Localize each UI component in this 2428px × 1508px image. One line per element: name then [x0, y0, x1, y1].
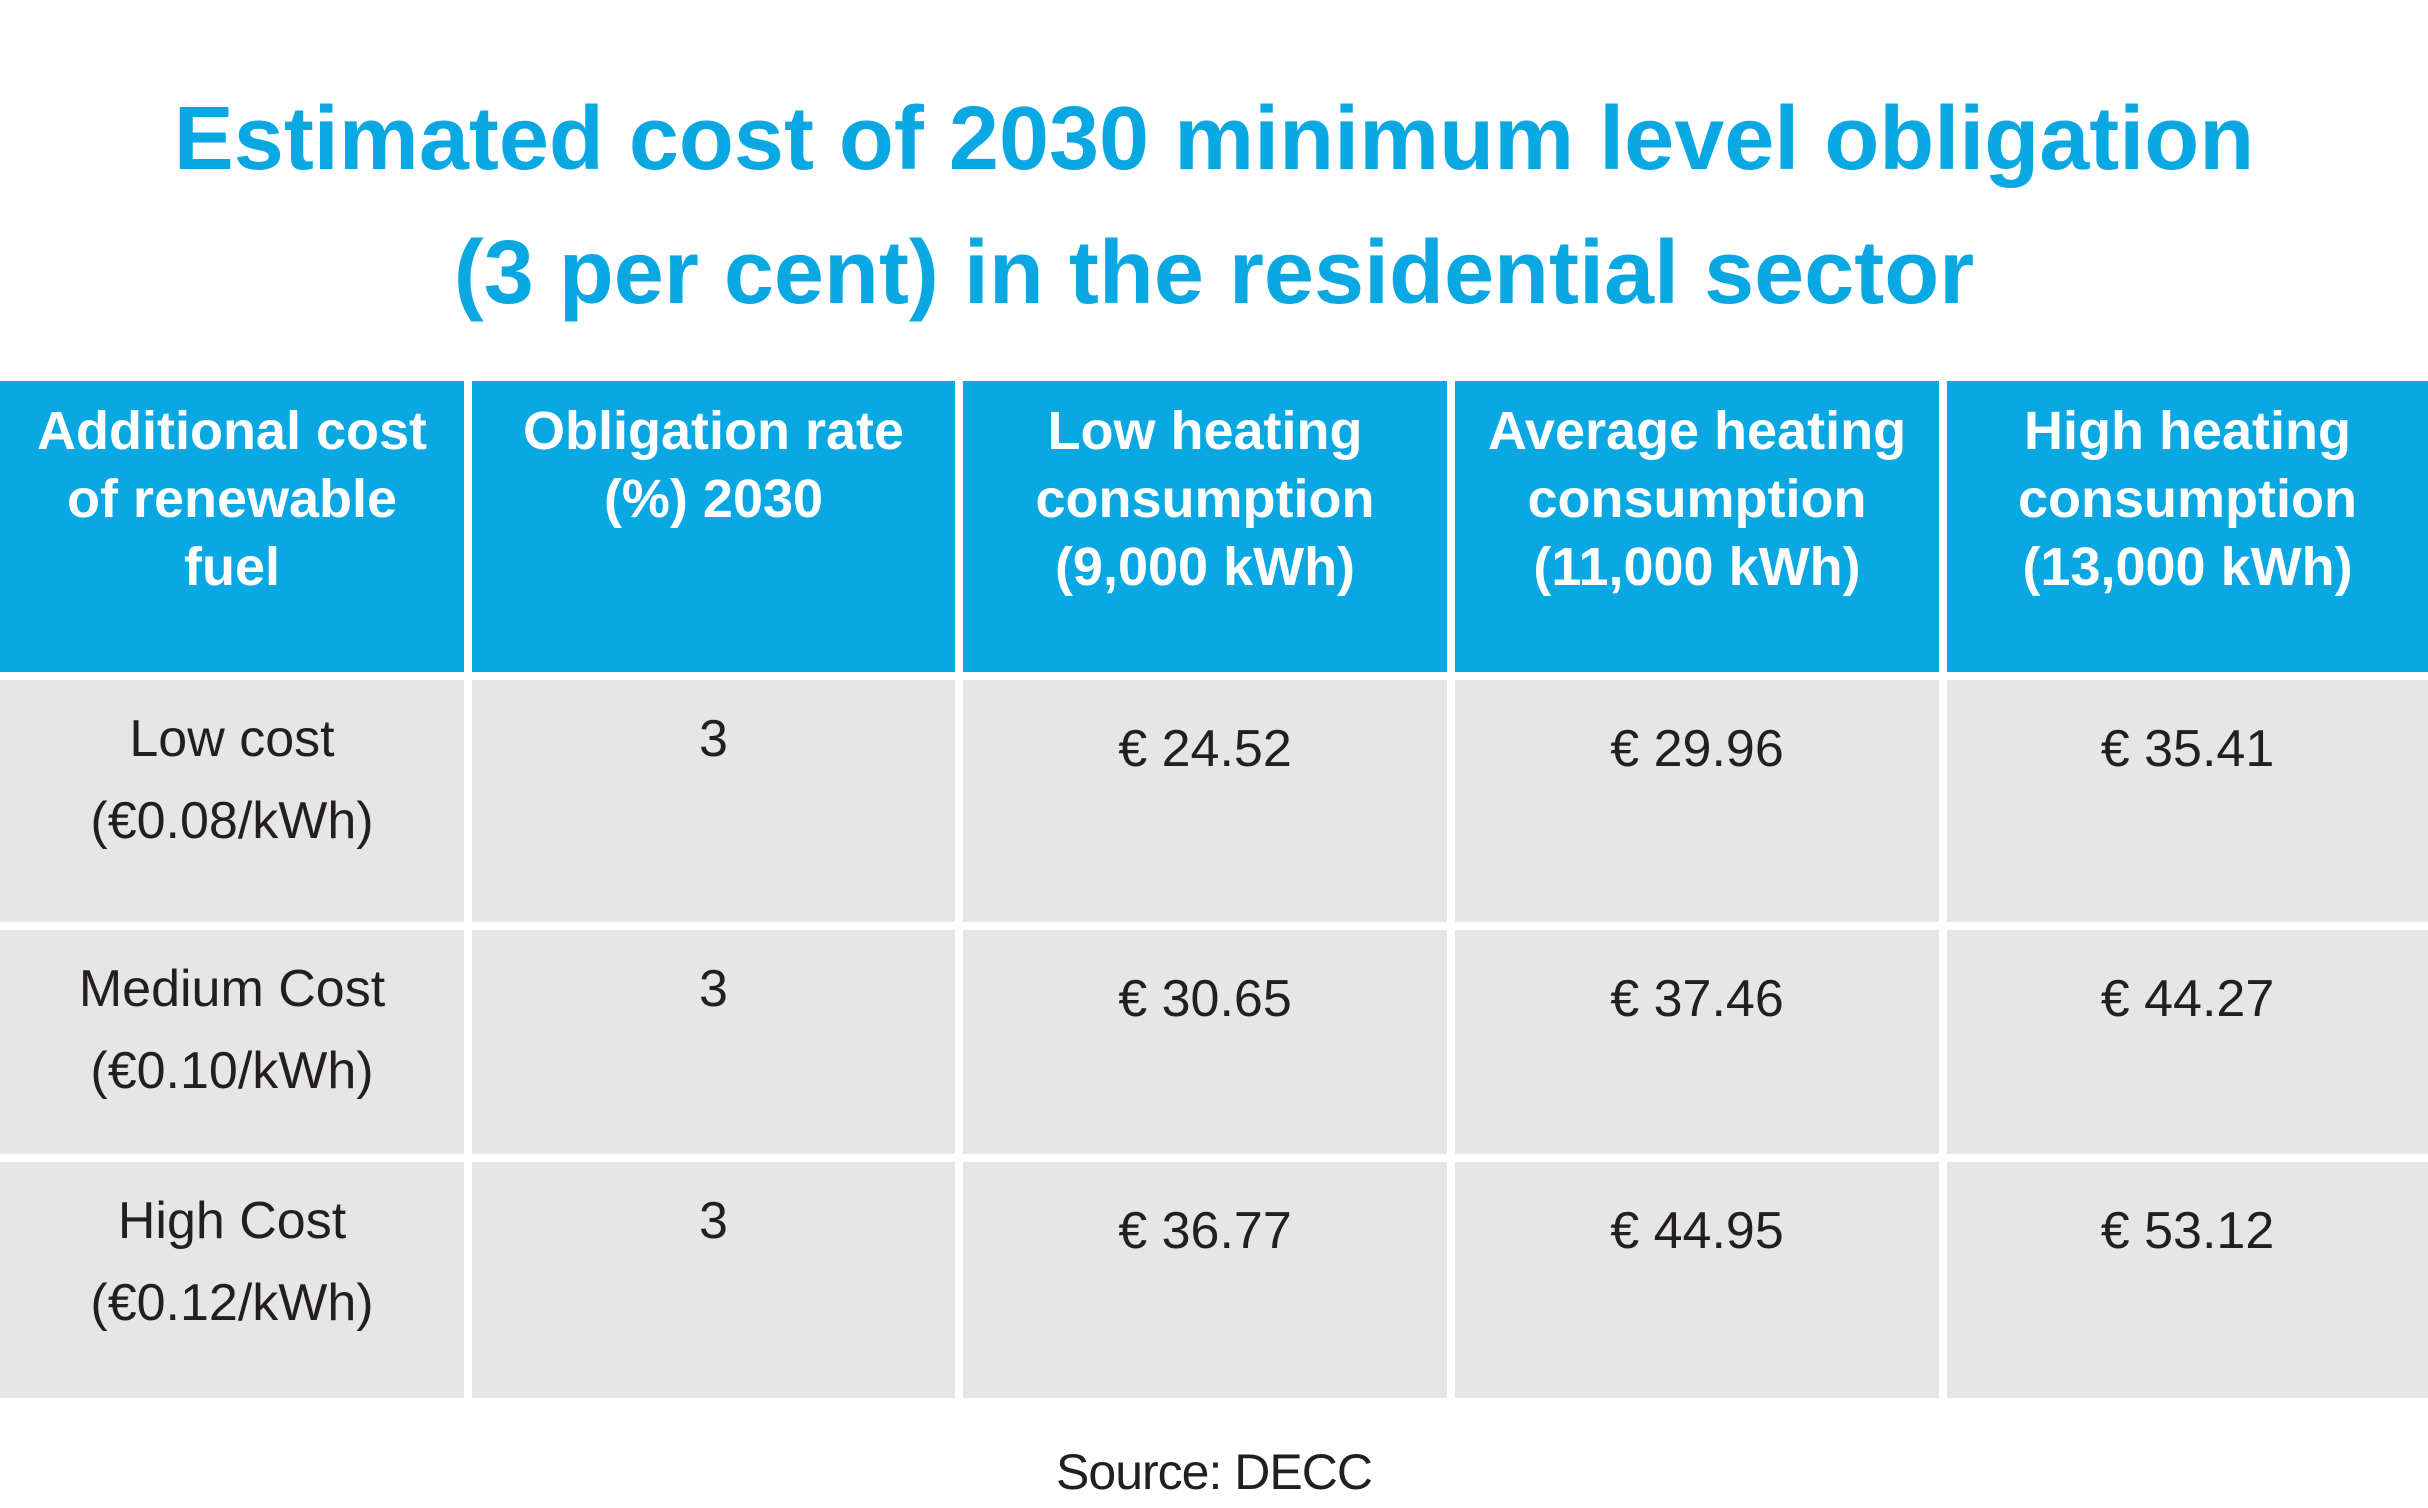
row-label-text: Low cost: [129, 710, 335, 768]
header-average-heating: Average heating consumption (11,000 kWh): [1455, 381, 1939, 672]
high-heating-cost-cell: € 44.27: [1947, 930, 2428, 1154]
header-text-line: Additional cost: [37, 401, 427, 461]
header-low-heating: Low heating consumption (9,000 kWh): [963, 381, 1447, 672]
header-text-line: consumption: [1035, 469, 1375, 529]
header-text-line: Obligation rate: [522, 401, 905, 461]
row-label-low-cost: Low cost (€0.08/kWh): [0, 680, 464, 922]
header-text-line: fuel: [183, 537, 280, 597]
title-line-1: Estimated cost of 2030 minimum level obl…: [173, 89, 2255, 190]
header-high-heating: High heating consumption (13,000 kWh): [1947, 381, 2428, 672]
average-heating-cost-cell: € 29.96: [1455, 680, 1939, 922]
header-text-line: consumption: [2018, 469, 2357, 529]
high-heating-cost-cell: € 35.41: [1947, 680, 2428, 922]
source-note: Source: DECC: [1056, 1444, 1373, 1500]
high-heating-cost-cell: € 53.12: [1947, 1162, 2428, 1398]
row-label-price: (€0.12/kWh): [90, 1274, 374, 1332]
obligation-rate-cell: 3: [472, 1162, 955, 1398]
header-text-line: (11,000 kWh): [1533, 537, 1861, 597]
page-title: Estimated cost of 2030 minimum level obl…: [0, 72, 2428, 340]
row-label-medium-cost: Medium Cost (€0.10/kWh): [0, 930, 464, 1154]
low-heating-cost-cell: € 24.52: [963, 680, 1447, 922]
header-text-line: (%) 2030: [603, 469, 824, 529]
header-text-line: consumption: [1527, 469, 1867, 529]
header-text-line: Average heating: [1487, 401, 1907, 461]
cost-table: Additional cost of renewable fuel Obliga…: [0, 381, 2428, 1398]
row-label-price: (€0.10/kWh): [90, 1042, 374, 1100]
obligation-rate-cell: 3: [472, 680, 955, 922]
header-text-line: (13,000 kWh): [2022, 537, 2353, 597]
header-text-line: Low heating: [1047, 401, 1363, 461]
row-label-price: (€0.08/kWh): [90, 792, 374, 850]
header-text-line: (9,000 kWh): [1054, 537, 1356, 597]
header-text-line: High heating: [2024, 401, 2351, 461]
row-label-text: High Cost: [117, 1192, 347, 1250]
row-label-text: Medium Cost: [78, 960, 386, 1018]
header-obligation-rate: Obligation rate (%) 2030: [472, 381, 955, 672]
low-heating-cost-cell: € 30.65: [963, 930, 1447, 1154]
header-text-line: of renewable: [66, 469, 398, 529]
average-heating-cost-cell: € 37.46: [1455, 930, 1939, 1154]
obligation-rate-cell: 3: [472, 930, 955, 1154]
header-additional-cost: Additional cost of renewable fuel: [0, 381, 464, 672]
low-heating-cost-cell: € 36.77: [963, 1162, 1447, 1398]
row-label-high-cost: High Cost (€0.12/kWh): [0, 1162, 464, 1398]
title-line-2: (3 per cent) in the residential sector: [453, 223, 1975, 324]
average-heating-cost-cell: € 44.95: [1455, 1162, 1939, 1398]
